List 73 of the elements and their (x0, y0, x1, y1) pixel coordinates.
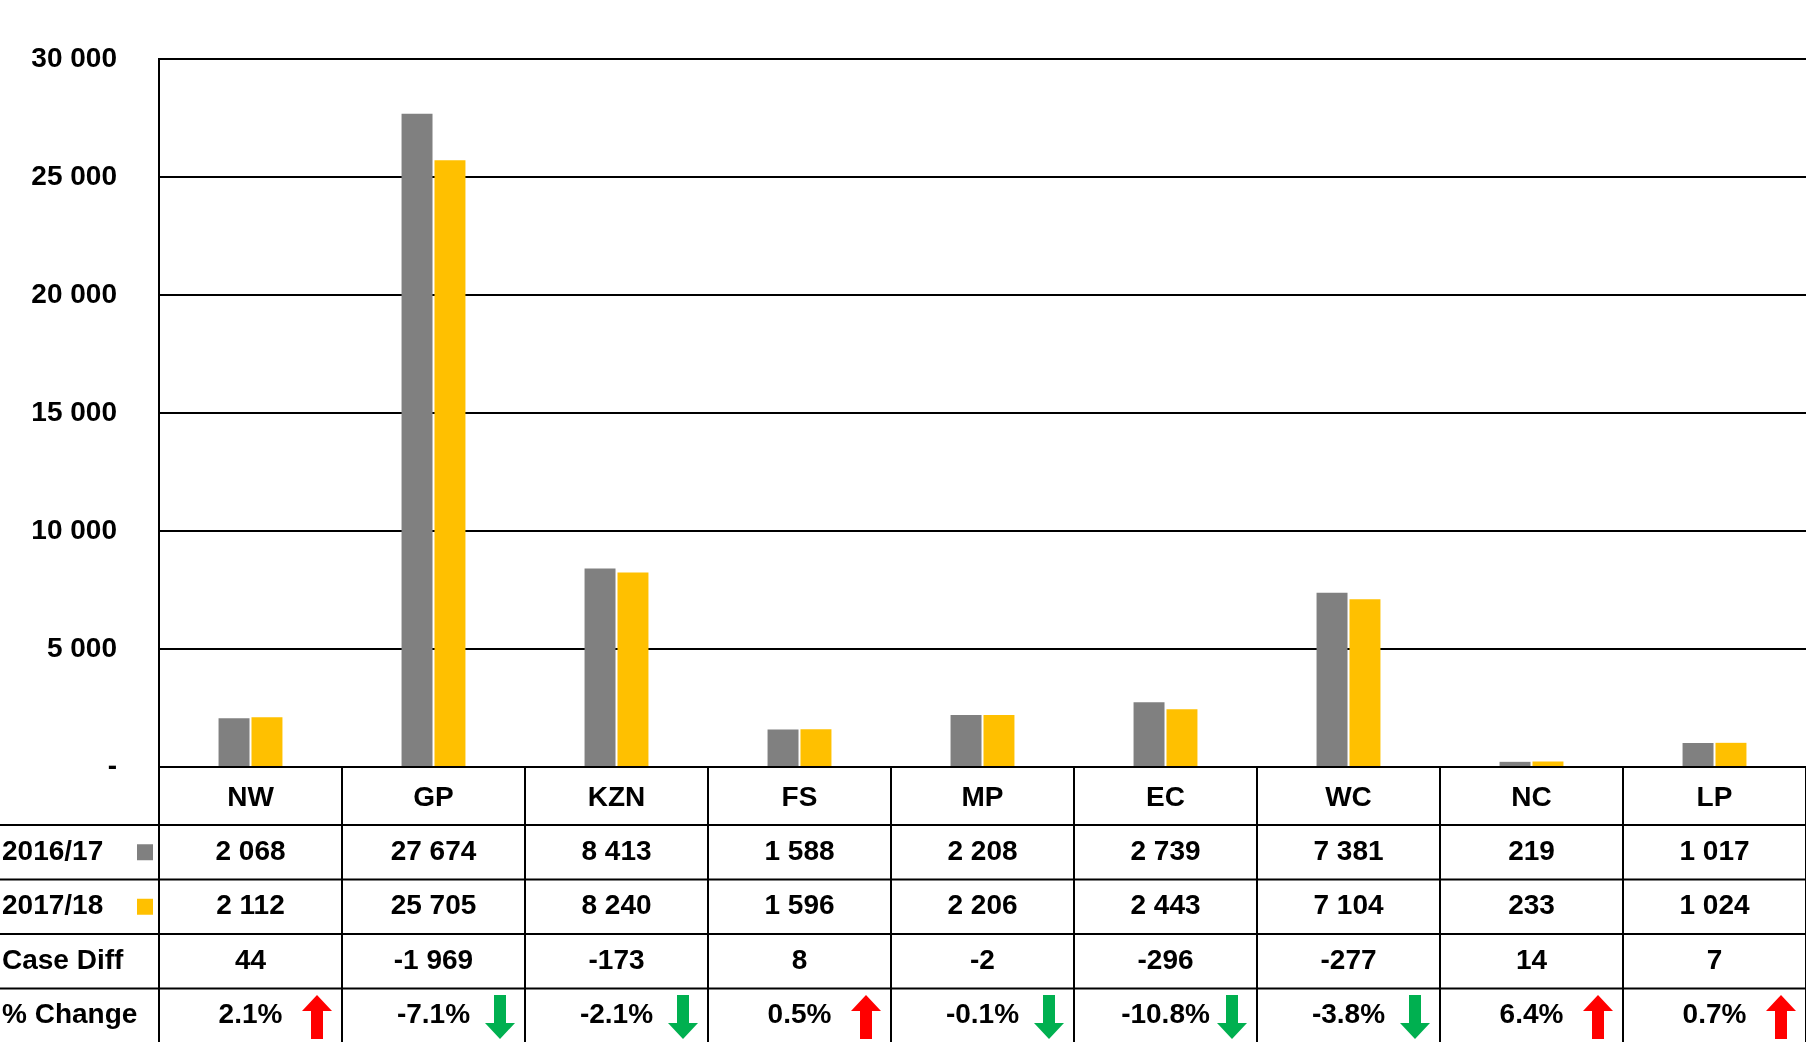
text: 14 (1515, 943, 1548, 975)
bar (1133, 702, 1165, 766)
x-tick-label: FS (781, 780, 818, 812)
y-tick-label: 10 000 (31, 513, 117, 545)
x-tick-label: EC (1146, 780, 1185, 812)
legend-label: 2016/17 (2, 834, 104, 866)
bar (1715, 742, 1747, 766)
y-tick-label: 25 000 (31, 159, 117, 191)
y-tick-label: - (107, 749, 117, 781)
bar (1166, 709, 1198, 766)
data-label: 8 240 (581, 889, 652, 921)
bar (767, 729, 799, 766)
y-tick-label: 30 000 (31, 41, 117, 73)
x-tick-label: NC (1511, 780, 1552, 812)
data-label: 1 024 (1679, 889, 1750, 921)
data-label: 2 443 (1130, 889, 1201, 921)
y-tick-label: 5 000 (46, 631, 117, 663)
data-label: 7 381 (1313, 834, 1384, 866)
text: -2.1% (579, 998, 654, 1030)
text: -3.8% (1311, 998, 1386, 1030)
data-label: 7 104 (1313, 889, 1384, 921)
text: 0.7% (1682, 998, 1747, 1030)
bar (800, 729, 832, 766)
text: 2.1% (218, 998, 283, 1030)
x-tick-label: KZN (587, 780, 646, 812)
text: 44 (234, 943, 267, 975)
y-tick-label: 15 000 (31, 395, 117, 427)
bar (950, 714, 982, 766)
bar (218, 718, 250, 766)
data-label: 233 (1508, 889, 1555, 921)
data-label: 2 206 (947, 889, 1018, 921)
bar (401, 113, 433, 766)
y-tick-label: 20 000 (31, 277, 117, 309)
data-label: 2 208 (947, 834, 1018, 866)
text: -10.8% (1121, 998, 1210, 1030)
data-label: 1 588 (764, 834, 835, 866)
text: -0.1% (945, 998, 1020, 1030)
bar (1349, 599, 1381, 766)
bar (251, 717, 283, 766)
bar (1316, 592, 1348, 766)
data-label: 2 068 (215, 834, 286, 866)
text: -173 (588, 943, 645, 975)
data-label: 25 705 (390, 889, 477, 921)
data-label: 8 413 (581, 834, 652, 866)
data-label: 27 674 (390, 834, 477, 866)
text: -1 969 (393, 943, 474, 975)
x-tick-label: LP (1696, 780, 1733, 812)
bar (584, 568, 616, 766)
text: -296 (1137, 943, 1194, 975)
bar (1682, 742, 1714, 766)
data-label: 1 596 (764, 889, 835, 921)
x-tick-label: NW (227, 780, 275, 812)
data-label: 219 (1508, 834, 1555, 866)
text: -277 (1320, 943, 1377, 975)
text: -7.1% (396, 998, 471, 1030)
x-tick-label: MP (961, 780, 1004, 812)
legend-label: 2017/18 (2, 889, 104, 921)
bar (617, 572, 649, 766)
text: 0.5% (767, 998, 832, 1030)
data-label: 2 112 (216, 889, 285, 921)
bar (983, 714, 1015, 766)
x-tick-label: WC (1325, 780, 1372, 812)
text: 8 (791, 943, 808, 975)
data-label: 2 739 (1130, 834, 1201, 866)
text: -2 (970, 943, 995, 975)
bar (1499, 761, 1531, 766)
data-label: 1 017 (1679, 834, 1750, 866)
text: % Change (2, 998, 138, 1030)
text: 6.4% (1499, 998, 1564, 1030)
text: Case Diff (2, 943, 125, 975)
text: 7 (1706, 943, 1723, 975)
bar (434, 160, 466, 766)
x-tick-label: GP (413, 780, 454, 812)
